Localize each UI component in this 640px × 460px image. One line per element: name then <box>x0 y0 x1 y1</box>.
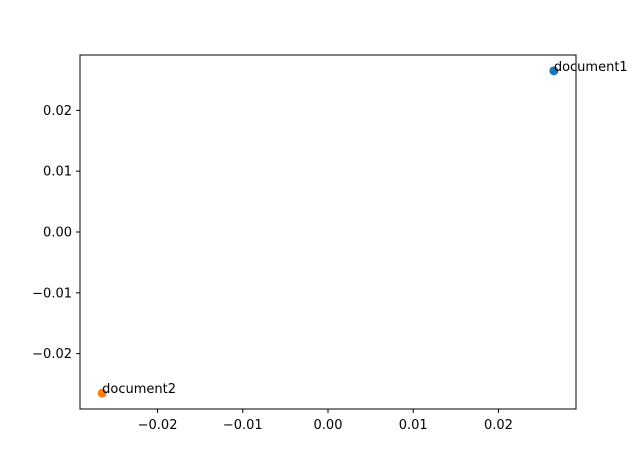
point-label-document1: document1 <box>554 60 628 75</box>
point-label-document2: document2 <box>102 382 176 397</box>
y-tick-label: −0.01 <box>32 286 72 301</box>
y-tick-label: 0.01 <box>43 165 72 180</box>
y-tick-label: −0.02 <box>32 347 72 362</box>
data-points: document1 document2 <box>97 60 628 398</box>
plot-frame <box>79 54 577 410</box>
y-tick-label: 0.00 <box>43 226 72 241</box>
y-tick-label: 0.02 <box>43 104 72 119</box>
axis-ticks: −0.02 −0.01 0.00 0.01 0.02 −0.02 −0.01 0.00 0.01… <box>32 104 513 433</box>
x-tick-label: 0.00 <box>314 418 343 433</box>
plot-background <box>80 55 576 409</box>
data-point-document2 <box>97 388 107 398</box>
data-point-document1 <box>549 66 559 76</box>
x-tick-label: 0.01 <box>399 418 428 433</box>
x-tick-label: 0.02 <box>484 418 513 433</box>
x-tick-label: −0.01 <box>223 418 263 433</box>
x-tick-label: −0.02 <box>138 418 178 433</box>
